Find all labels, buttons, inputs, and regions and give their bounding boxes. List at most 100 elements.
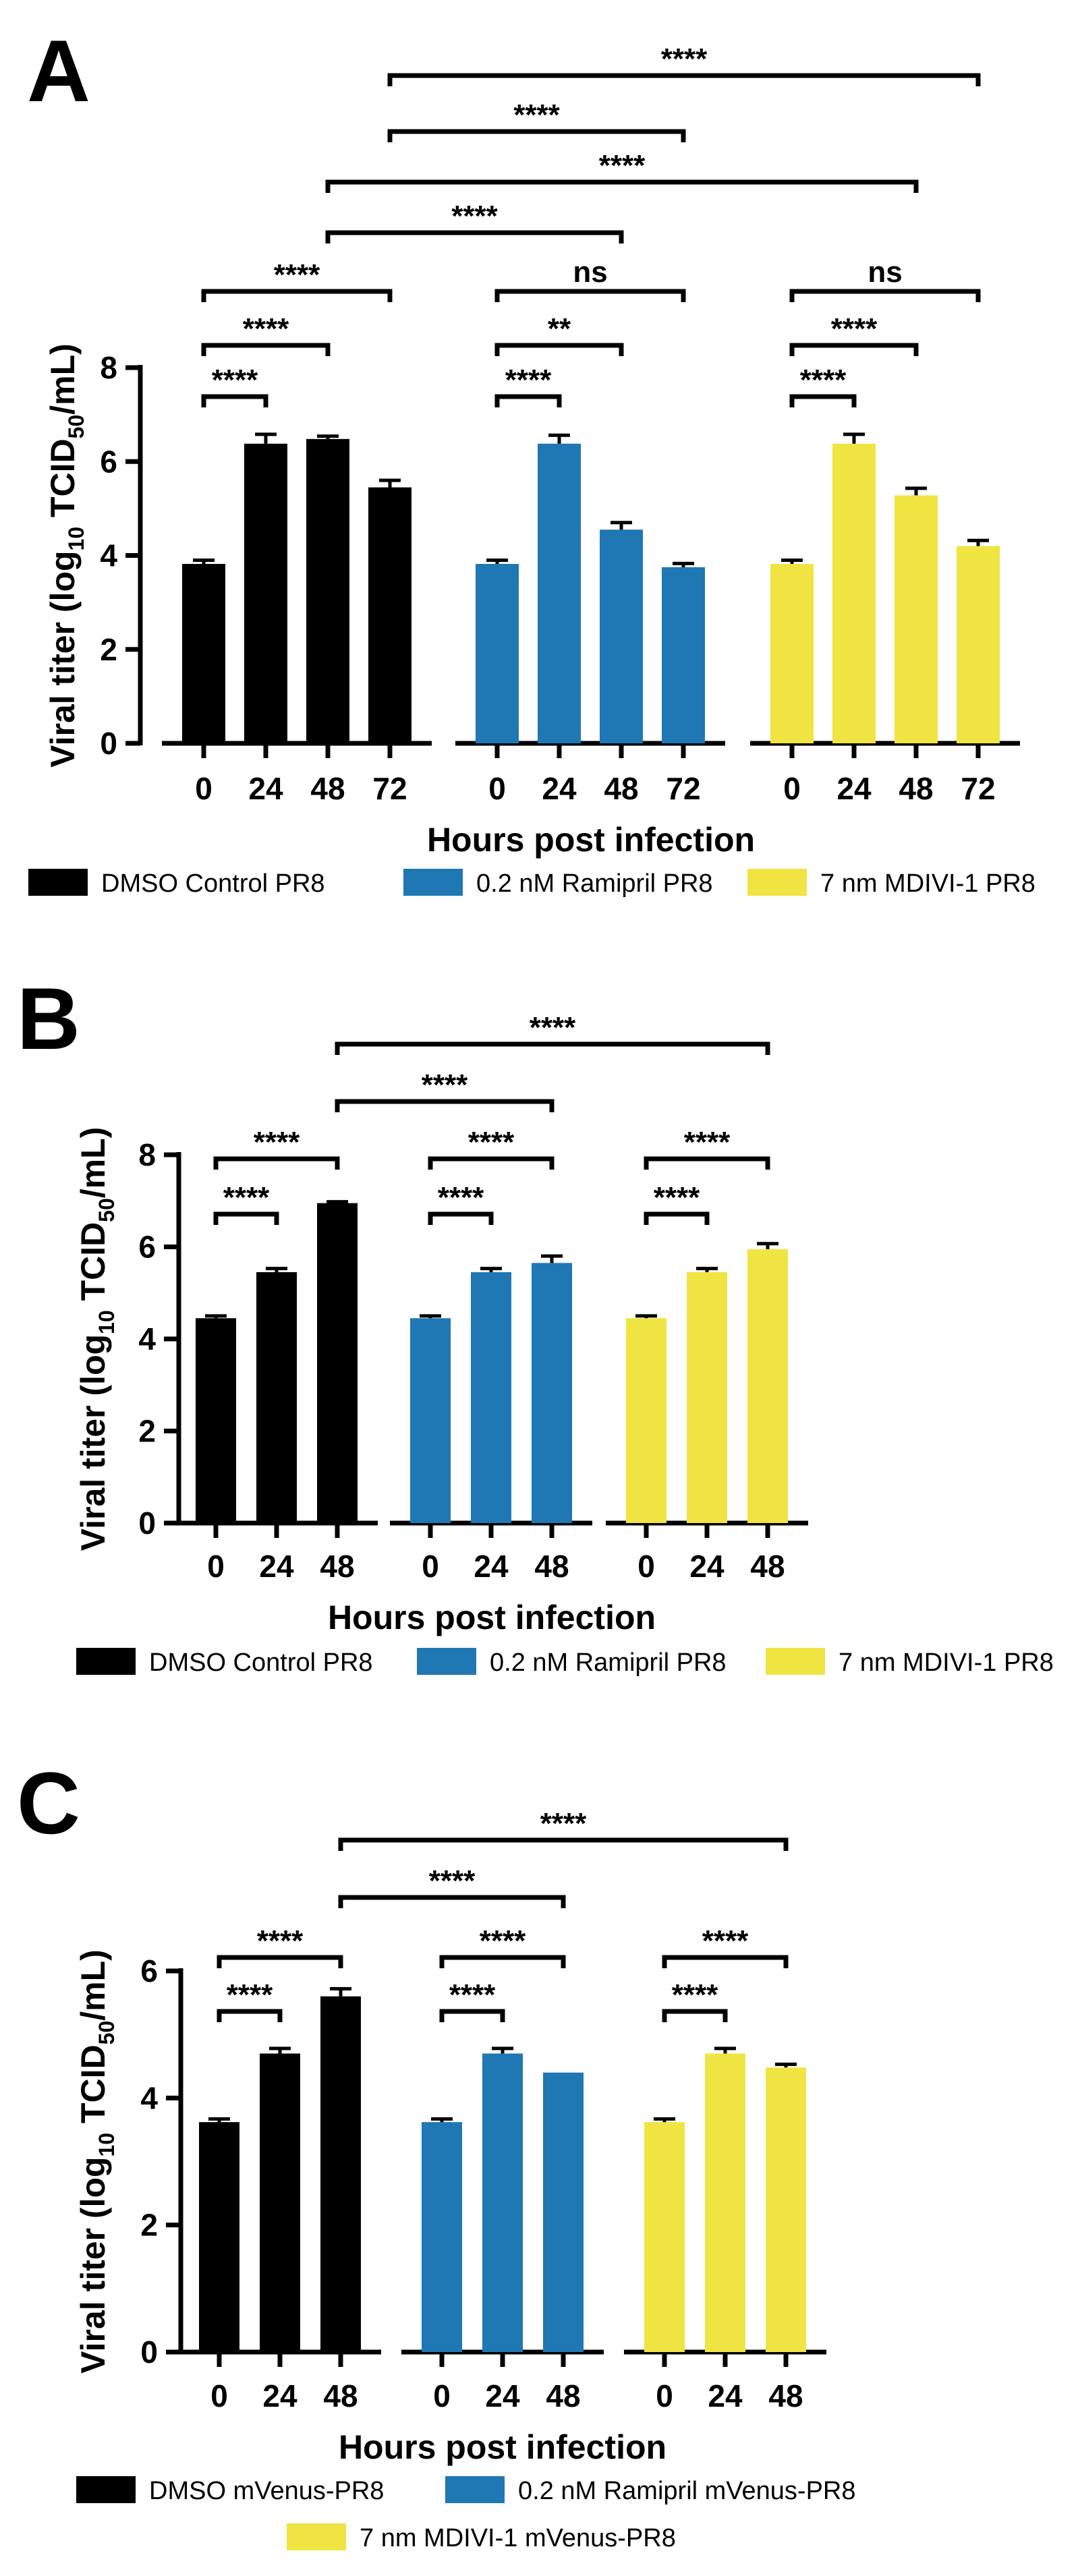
significance-bracket	[428, 1156, 555, 1170]
y-axis-title-part: /mL)	[44, 343, 82, 415]
legend-swatch	[445, 2476, 505, 2503]
y-tick-label: 6	[138, 1230, 156, 1265]
legend-label: DMSO Control PR8	[101, 869, 325, 898]
y-tick-label: 4	[100, 538, 117, 573]
x-tick-label: 24	[542, 771, 577, 806]
significance-label: ****	[422, 1068, 468, 1101]
x-tick-label: 72	[666, 771, 700, 806]
significance-label: ****	[661, 42, 708, 76]
panel-letter: C	[17, 1754, 80, 1852]
y-tick-label: 0	[140, 2335, 158, 2370]
legend-swatch	[403, 869, 463, 896]
significance-label: ****	[429, 1864, 476, 1897]
significance-label: ****	[480, 1924, 526, 1957]
x-tick-label: 0	[783, 771, 801, 806]
significance-label: ****	[530, 1011, 576, 1044]
legend-label: 7 nm MDIVI-1 mVenus-PR8	[360, 2524, 676, 2552]
bar	[317, 1203, 358, 1523]
y-axis-title-subscript: 50	[94, 2021, 119, 2045]
significance-bracket	[439, 1955, 566, 1968]
significance-bracket	[494, 343, 624, 356]
x-axis-title: Hours post infection	[427, 821, 755, 859]
x-tick-label: 0	[433, 2378, 451, 2413]
significance-bracket	[387, 73, 981, 86]
significance-label: ****	[702, 1924, 749, 1957]
bar	[196, 1318, 236, 1523]
bar	[471, 1272, 511, 1523]
significance-bracket	[428, 1211, 494, 1225]
significance-label: ****	[451, 200, 498, 233]
legend-swatch	[766, 1648, 825, 1675]
y-axis-title-part: Viral titer (log	[74, 1334, 112, 1551]
significance-bracket	[335, 1099, 555, 1112]
legend-label: 7 nm MDIVI-1 PR8	[820, 869, 1036, 898]
x-tick-label: 24	[474, 1549, 509, 1584]
bar	[244, 443, 287, 743]
significance-label: ****	[274, 258, 320, 291]
significance-bracket	[789, 394, 857, 407]
significance-bracket	[325, 230, 624, 244]
x-tick-label: 48	[546, 2378, 580, 2413]
legend-swatch	[287, 2523, 346, 2550]
significance-bracket	[201, 394, 268, 407]
panel-letter: A	[27, 22, 90, 120]
x-tick-label: 48	[323, 2378, 358, 2413]
bar	[410, 1318, 451, 1523]
x-tick-label: 24	[708, 2378, 743, 2413]
significance-label: ****	[243, 312, 289, 345]
y-axis-title-part: /mL)	[74, 1949, 112, 2021]
y-tick-label: 2	[140, 2208, 158, 2243]
bar	[747, 1249, 788, 1523]
legend-swatch	[747, 869, 807, 896]
bar	[422, 2122, 462, 2352]
significance-bracket	[338, 1837, 789, 1851]
legend-label: 0.2 nM Ramipril PR8	[490, 1649, 727, 1677]
x-tick-label: 72	[372, 771, 407, 806]
y-tick-label: 8	[100, 350, 117, 385]
significance-label: ****	[684, 1126, 731, 1159]
bar	[476, 564, 519, 743]
significance-bracket	[325, 179, 919, 193]
x-tick-label: 48	[750, 1549, 785, 1584]
significance-label: ****	[513, 98, 560, 132]
y-axis-title: Viral titer (log10 TCID50/mL)	[44, 343, 88, 768]
x-tick-label: 24	[689, 1549, 725, 1584]
legend-label: 0.2 nM Ramipril PR8	[476, 869, 713, 898]
x-tick-label: 0	[637, 1549, 655, 1584]
significance-label: ****	[254, 1126, 300, 1159]
y-axis-title-part: TCID	[74, 2044, 112, 2133]
y-axis-title-part: /mL)	[74, 1127, 112, 1199]
bar	[644, 2122, 685, 2352]
significance-bracket	[201, 343, 331, 356]
significance-label: ns	[573, 256, 607, 289]
bar	[626, 1318, 666, 1523]
significance-bracket	[213, 1211, 279, 1225]
bar	[260, 2053, 300, 2352]
x-tick-label: 0	[656, 2378, 673, 2413]
bar	[957, 546, 1000, 743]
significance-bracket	[494, 394, 562, 407]
y-tick-label: 0	[100, 726, 117, 761]
bar	[662, 567, 705, 743]
significance-bracket	[387, 129, 686, 142]
significance-bracket	[662, 2009, 728, 2022]
y-tick-label: 8	[138, 1137, 156, 1172]
x-tick-label: 0	[422, 1549, 439, 1584]
significance-bracket	[644, 1211, 710, 1225]
x-axis-title: Hours post infection	[328, 1599, 656, 1636]
y-tick-label: 6	[100, 444, 117, 479]
y-tick-label: 4	[138, 1321, 156, 1356]
significance-bracket	[217, 2009, 283, 2022]
bar	[766, 2067, 806, 2352]
significance-bracket	[217, 1955, 343, 1968]
x-tick-label: 0	[195, 771, 212, 806]
bar	[538, 443, 581, 743]
bar	[895, 495, 938, 743]
significance-bracket	[494, 289, 686, 302]
significance-label: ****	[800, 364, 847, 397]
significance-bracket	[335, 1041, 770, 1055]
significance-bracket	[789, 289, 981, 302]
